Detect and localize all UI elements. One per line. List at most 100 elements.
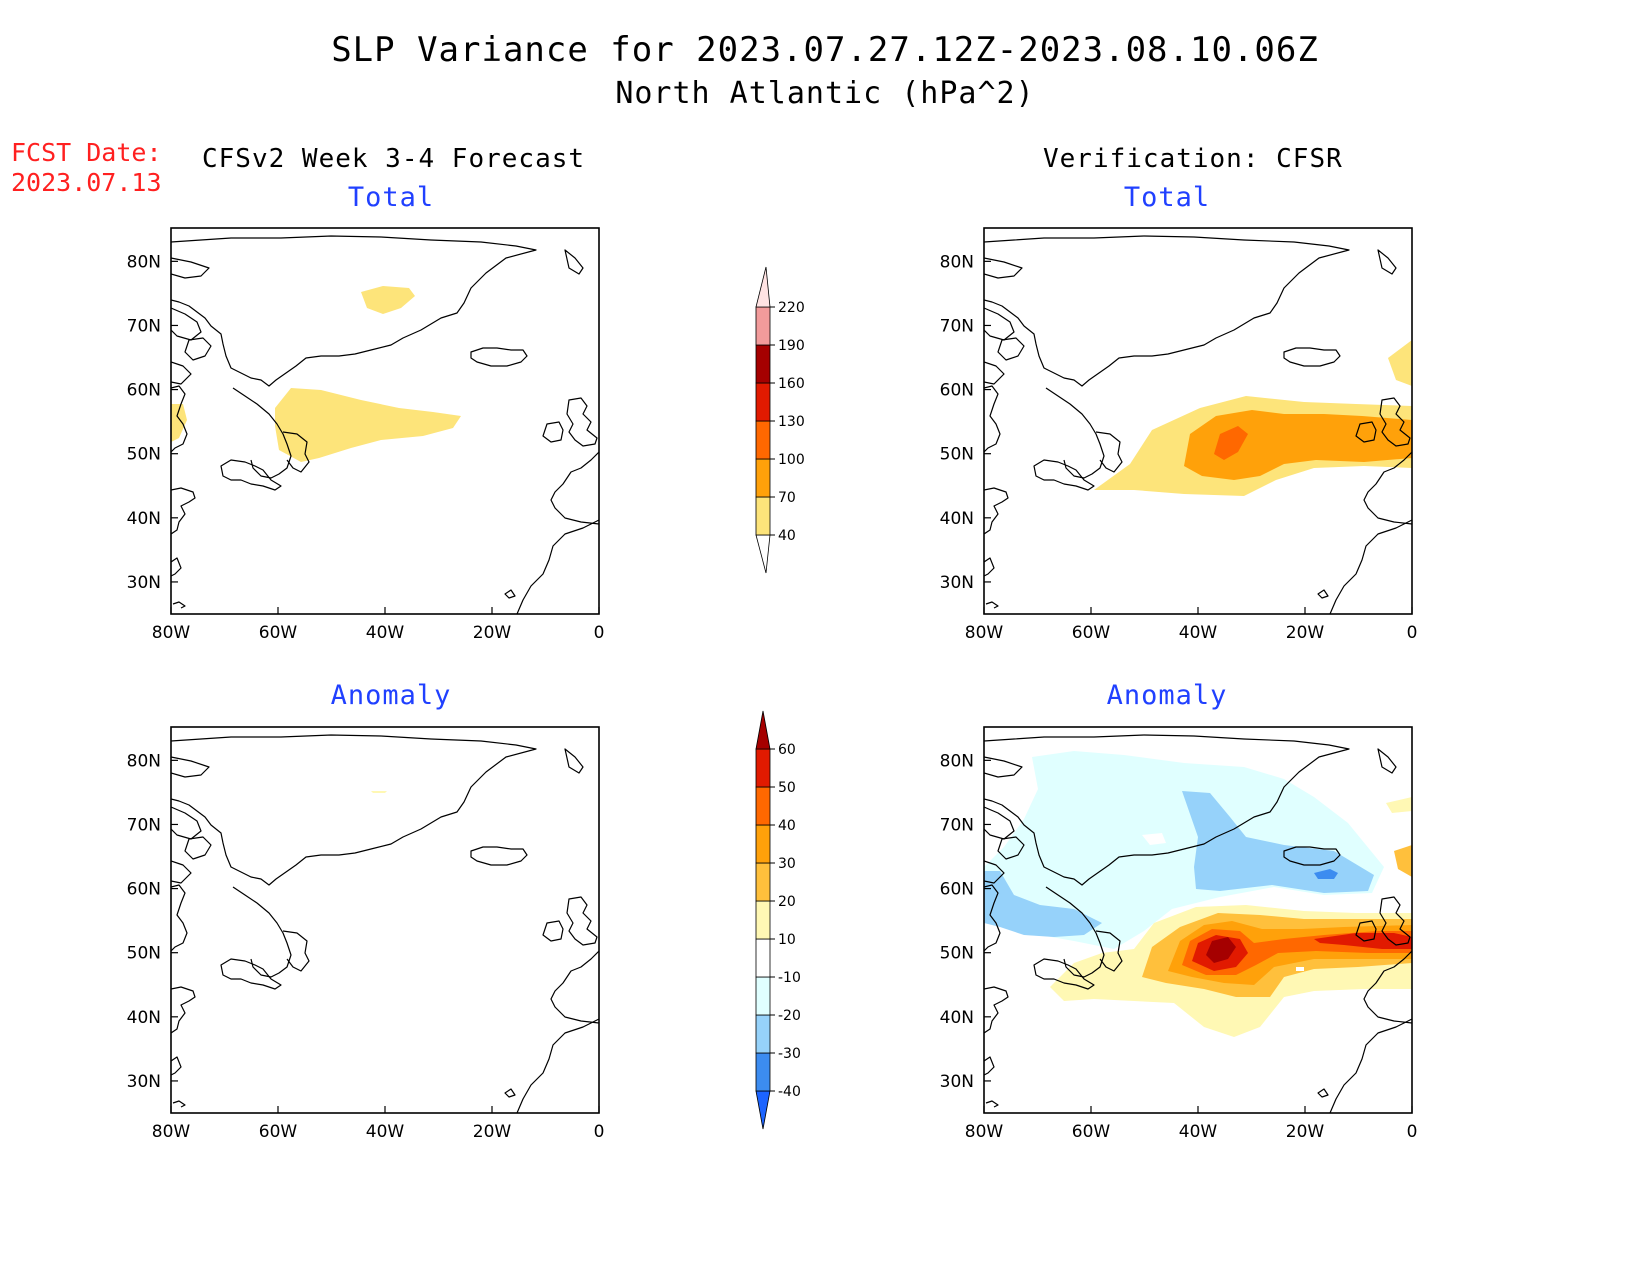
ver-anom-red-east <box>1314 933 1412 949</box>
colorbar-label: 30 <box>778 856 796 872</box>
colorbar-label: 20 <box>778 894 796 910</box>
ver-total-yellow-ne <box>1388 340 1412 386</box>
ver-anom-blue-iceland <box>1314 869 1338 879</box>
main-subtitle: North Atlantic (hPa^2) <box>615 76 1035 111</box>
fc-total-yellow-greenland <box>361 286 415 314</box>
lat-tick-label: 30N <box>940 573 974 593</box>
lat-tick-label: 70N <box>940 316 974 336</box>
lat-tick-label: 80N <box>940 252 974 272</box>
lon-tick-label: 80W <box>965 1122 1004 1142</box>
lon-tick-label: 80W <box>152 1122 191 1142</box>
ver-anom-lightorange-ne <box>1394 845 1412 877</box>
colorbar-label: 220 <box>778 300 805 316</box>
fc-total-yellow-west-edge <box>171 404 187 442</box>
verification-total-fields <box>1094 340 1412 496</box>
colorbar-segment <box>755 900 771 940</box>
colorbar-label: 130 <box>778 414 805 430</box>
ver-total-darkorange-core <box>1214 426 1248 460</box>
lon-tick-label: 0 <box>594 1122 605 1142</box>
colorbar-segment <box>755 496 771 536</box>
forecast-anomaly-panel <box>170 726 600 1114</box>
verification-anomaly-fields <box>984 751 1412 1037</box>
colorbar-segment <box>755 266 771 308</box>
colorbar-segment <box>755 824 771 864</box>
verification-column-title: Verification: CFSR <box>1043 144 1343 174</box>
ver-total-orange-band <box>1184 410 1412 480</box>
lon-tick-label: 60W <box>1072 1122 1111 1142</box>
lat-tick-label: 50N <box>940 944 974 964</box>
verification-total-panel <box>983 227 1413 615</box>
ver-anom-paleblue-north <box>984 751 1384 949</box>
colorbar-segment <box>755 420 771 460</box>
forecast-anomaly-label: Anomaly <box>330 680 452 711</box>
fcst-date-block: FCST Date: 2023.07.13 <box>11 138 162 198</box>
lon-tick-label: 40W <box>1179 623 1218 643</box>
colorbar-segment <box>755 786 771 826</box>
total-colorbar: 40 70 100 130 160 190 220 <box>755 266 805 574</box>
colorbar-label: 160 <box>778 376 805 392</box>
colorbar-label: -10 <box>778 970 801 986</box>
colorbar-segment <box>755 710 771 750</box>
ver-anom-paleyellow-ne <box>1386 797 1412 813</box>
colorbar-segment <box>755 1052 771 1092</box>
lat-tick-label: 80N <box>127 252 161 272</box>
lon-tick-label: 60W <box>259 623 298 643</box>
lat-tick-label: 70N <box>127 316 161 336</box>
colorbar-segment <box>755 748 771 788</box>
colorbar-label: -40 <box>778 1084 801 1100</box>
lon-tick-label: 80W <box>152 623 191 643</box>
verification-anomaly-label: Anomaly <box>1106 680 1228 711</box>
lon-tick-label: 0 <box>1407 1122 1418 1142</box>
lat-tick-label: 30N <box>127 1072 161 1092</box>
ver-anom-lightblue-greenland-east <box>1182 791 1374 893</box>
lat-tick-label: 80N <box>940 751 974 771</box>
ver-anom-white-dot <box>1296 967 1304 971</box>
fc-anom-tiny-patch <box>371 791 387 793</box>
lat-tick-label: 60N <box>940 381 974 401</box>
lon-tick-label: 20W <box>473 623 512 643</box>
forecast-total-panel <box>170 227 600 615</box>
colorbar-segment <box>755 344 771 384</box>
lat-tick-label: 40N <box>940 509 974 529</box>
colorbar-label: 60 <box>778 742 796 758</box>
colorbar-segment <box>755 458 771 498</box>
lat-tick-label: 30N <box>127 573 161 593</box>
colorbar-label: 40 <box>778 818 796 834</box>
colorbar-label: 40 <box>778 528 796 544</box>
colorbar-label: -30 <box>778 1046 801 1062</box>
forecast-total-label: Total <box>347 182 435 213</box>
lat-tick-label: 50N <box>127 944 161 964</box>
verification-total-label: Total <box>1123 182 1211 213</box>
anomaly-colorbar: -40 -30 -20 -10 10 20 30 40 50 60 <box>755 710 801 1130</box>
forecast-column-title: CFSv2 Week 3-4 Forecast <box>202 144 586 174</box>
colorbar-segment <box>755 862 771 902</box>
colorbar-label: 100 <box>778 452 805 468</box>
lon-tick-label: 40W <box>366 623 405 643</box>
lon-tick-label: 20W <box>1286 1122 1325 1142</box>
lat-tick-label: 80N <box>127 751 161 771</box>
fcst-date-label: FCST Date: <box>11 138 162 167</box>
lon-tick-label: 0 <box>594 623 605 643</box>
lat-tick-label: 70N <box>940 815 974 835</box>
forecast-anomaly-fields <box>371 791 387 793</box>
ver-anom-white-gap <box>1142 833 1166 845</box>
colorbar-label: 70 <box>778 490 796 506</box>
main-title: SLP Variance for 2023.07.27.12Z-2023.08.… <box>331 30 1319 70</box>
colorbar-label: 50 <box>778 780 796 796</box>
lat-tick-label: 60N <box>127 381 161 401</box>
lon-tick-label: 60W <box>1072 623 1111 643</box>
lat-tick-label: 40N <box>127 509 161 529</box>
lon-tick-label: 60W <box>259 1122 298 1142</box>
lat-tick-label: 60N <box>940 880 974 900</box>
ver-anom-darkred-core <box>1206 937 1236 963</box>
colorbar-segment <box>755 306 771 346</box>
fc-total-yellow-labrador <box>275 388 461 462</box>
colorbar-label: -20 <box>778 1008 801 1024</box>
forecast-total-fields <box>171 286 461 462</box>
lon-tick-label: 40W <box>1179 1122 1218 1142</box>
colorbar-segment <box>755 976 771 1016</box>
lon-tick-label: 20W <box>473 1122 512 1142</box>
lon-tick-label: 0 <box>1407 623 1418 643</box>
lat-tick-label: 30N <box>940 1072 974 1092</box>
